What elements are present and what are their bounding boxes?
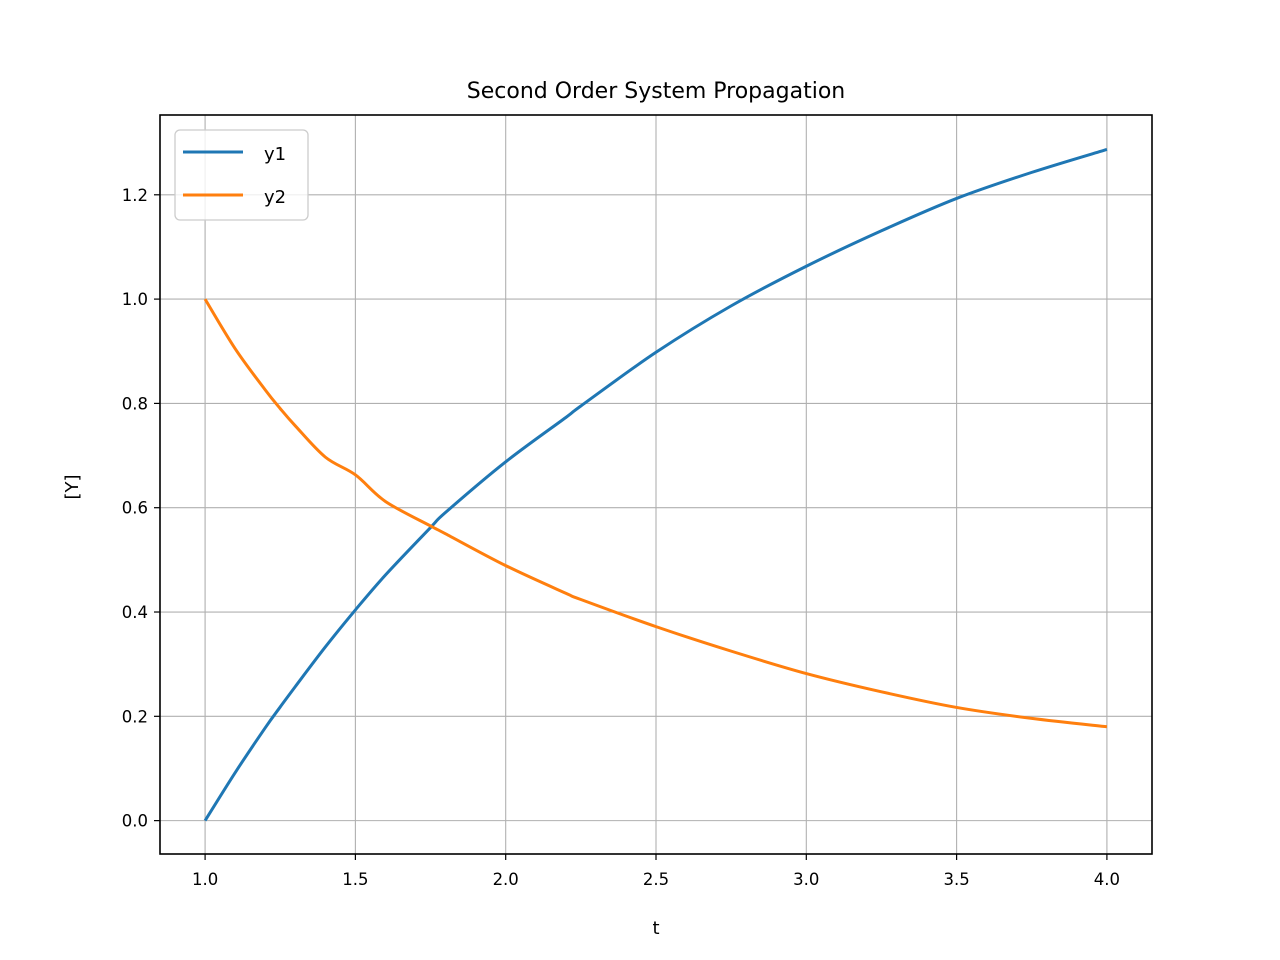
y-tick-label: 0.8 xyxy=(122,394,148,413)
x-tick-label: 1.0 xyxy=(192,870,218,889)
x-tick-label: 2.5 xyxy=(643,870,669,889)
y-axis-label: [Y] xyxy=(62,474,83,499)
x-tick-label: 3.0 xyxy=(793,870,819,889)
chart-title: Second Order System Propagation xyxy=(467,79,845,104)
y-tick-label: 1.0 xyxy=(122,290,148,309)
series-line-y2 xyxy=(203,298,1108,729)
y-tick-label: 0.4 xyxy=(122,603,148,622)
x-tick-label: 4.0 xyxy=(1094,870,1120,889)
series-line-y1 xyxy=(203,147,1108,822)
legend: y1 y2 xyxy=(174,129,309,221)
legend-label-y1: y1 xyxy=(264,144,286,165)
x-tick-label: 2.0 xyxy=(493,870,519,889)
legend-label-y2: y2 xyxy=(264,187,286,208)
grid-lines xyxy=(160,115,1152,854)
x-tick-label: 1.5 xyxy=(342,870,368,889)
y-tick-label: 1.2 xyxy=(122,186,148,205)
data-series xyxy=(203,147,1108,822)
legend-box xyxy=(174,129,309,221)
y-tick-label: 0.6 xyxy=(122,499,148,518)
y-axis-ticks: 0.0 0.2 0.4 0.6 0.8 1.0 1.2 xyxy=(122,186,160,831)
y-tick-label: 0.0 xyxy=(122,812,148,831)
x-axis-ticks: 1.0 1.5 2.0 2.5 3.0 3.5 4.0 xyxy=(192,854,1120,889)
y-tick-label: 0.2 xyxy=(122,707,148,726)
x-tick-label: 3.5 xyxy=(943,870,969,889)
x-axis-label: t xyxy=(652,918,659,939)
